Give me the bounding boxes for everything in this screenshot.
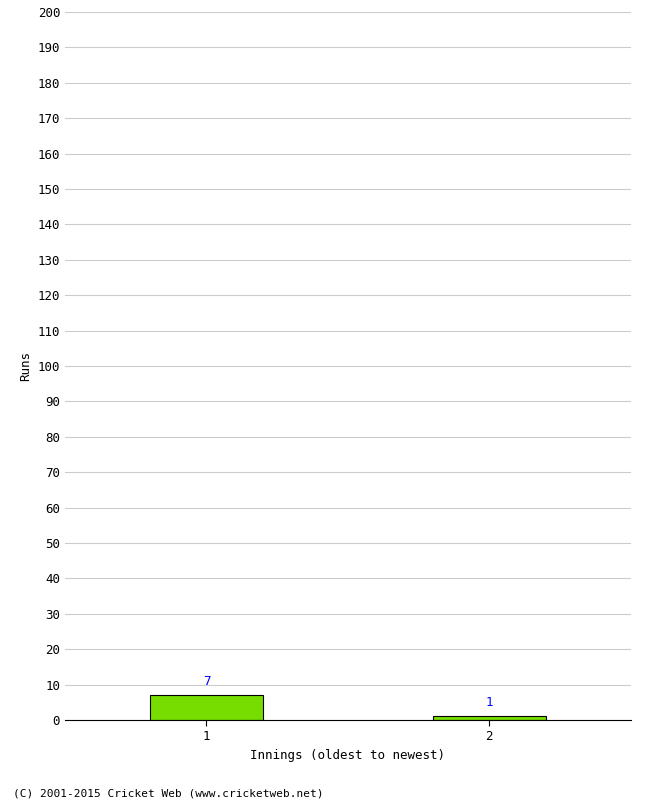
- Text: 7: 7: [203, 675, 210, 688]
- Bar: [150, 695, 263, 720]
- X-axis label: Innings (oldest to newest): Innings (oldest to newest): [250, 749, 445, 762]
- Bar: [433, 717, 546, 720]
- Y-axis label: Runs: Runs: [19, 351, 32, 381]
- Text: 1: 1: [486, 696, 493, 710]
- Text: (C) 2001-2015 Cricket Web (www.cricketweb.net): (C) 2001-2015 Cricket Web (www.cricketwe…: [13, 788, 324, 798]
